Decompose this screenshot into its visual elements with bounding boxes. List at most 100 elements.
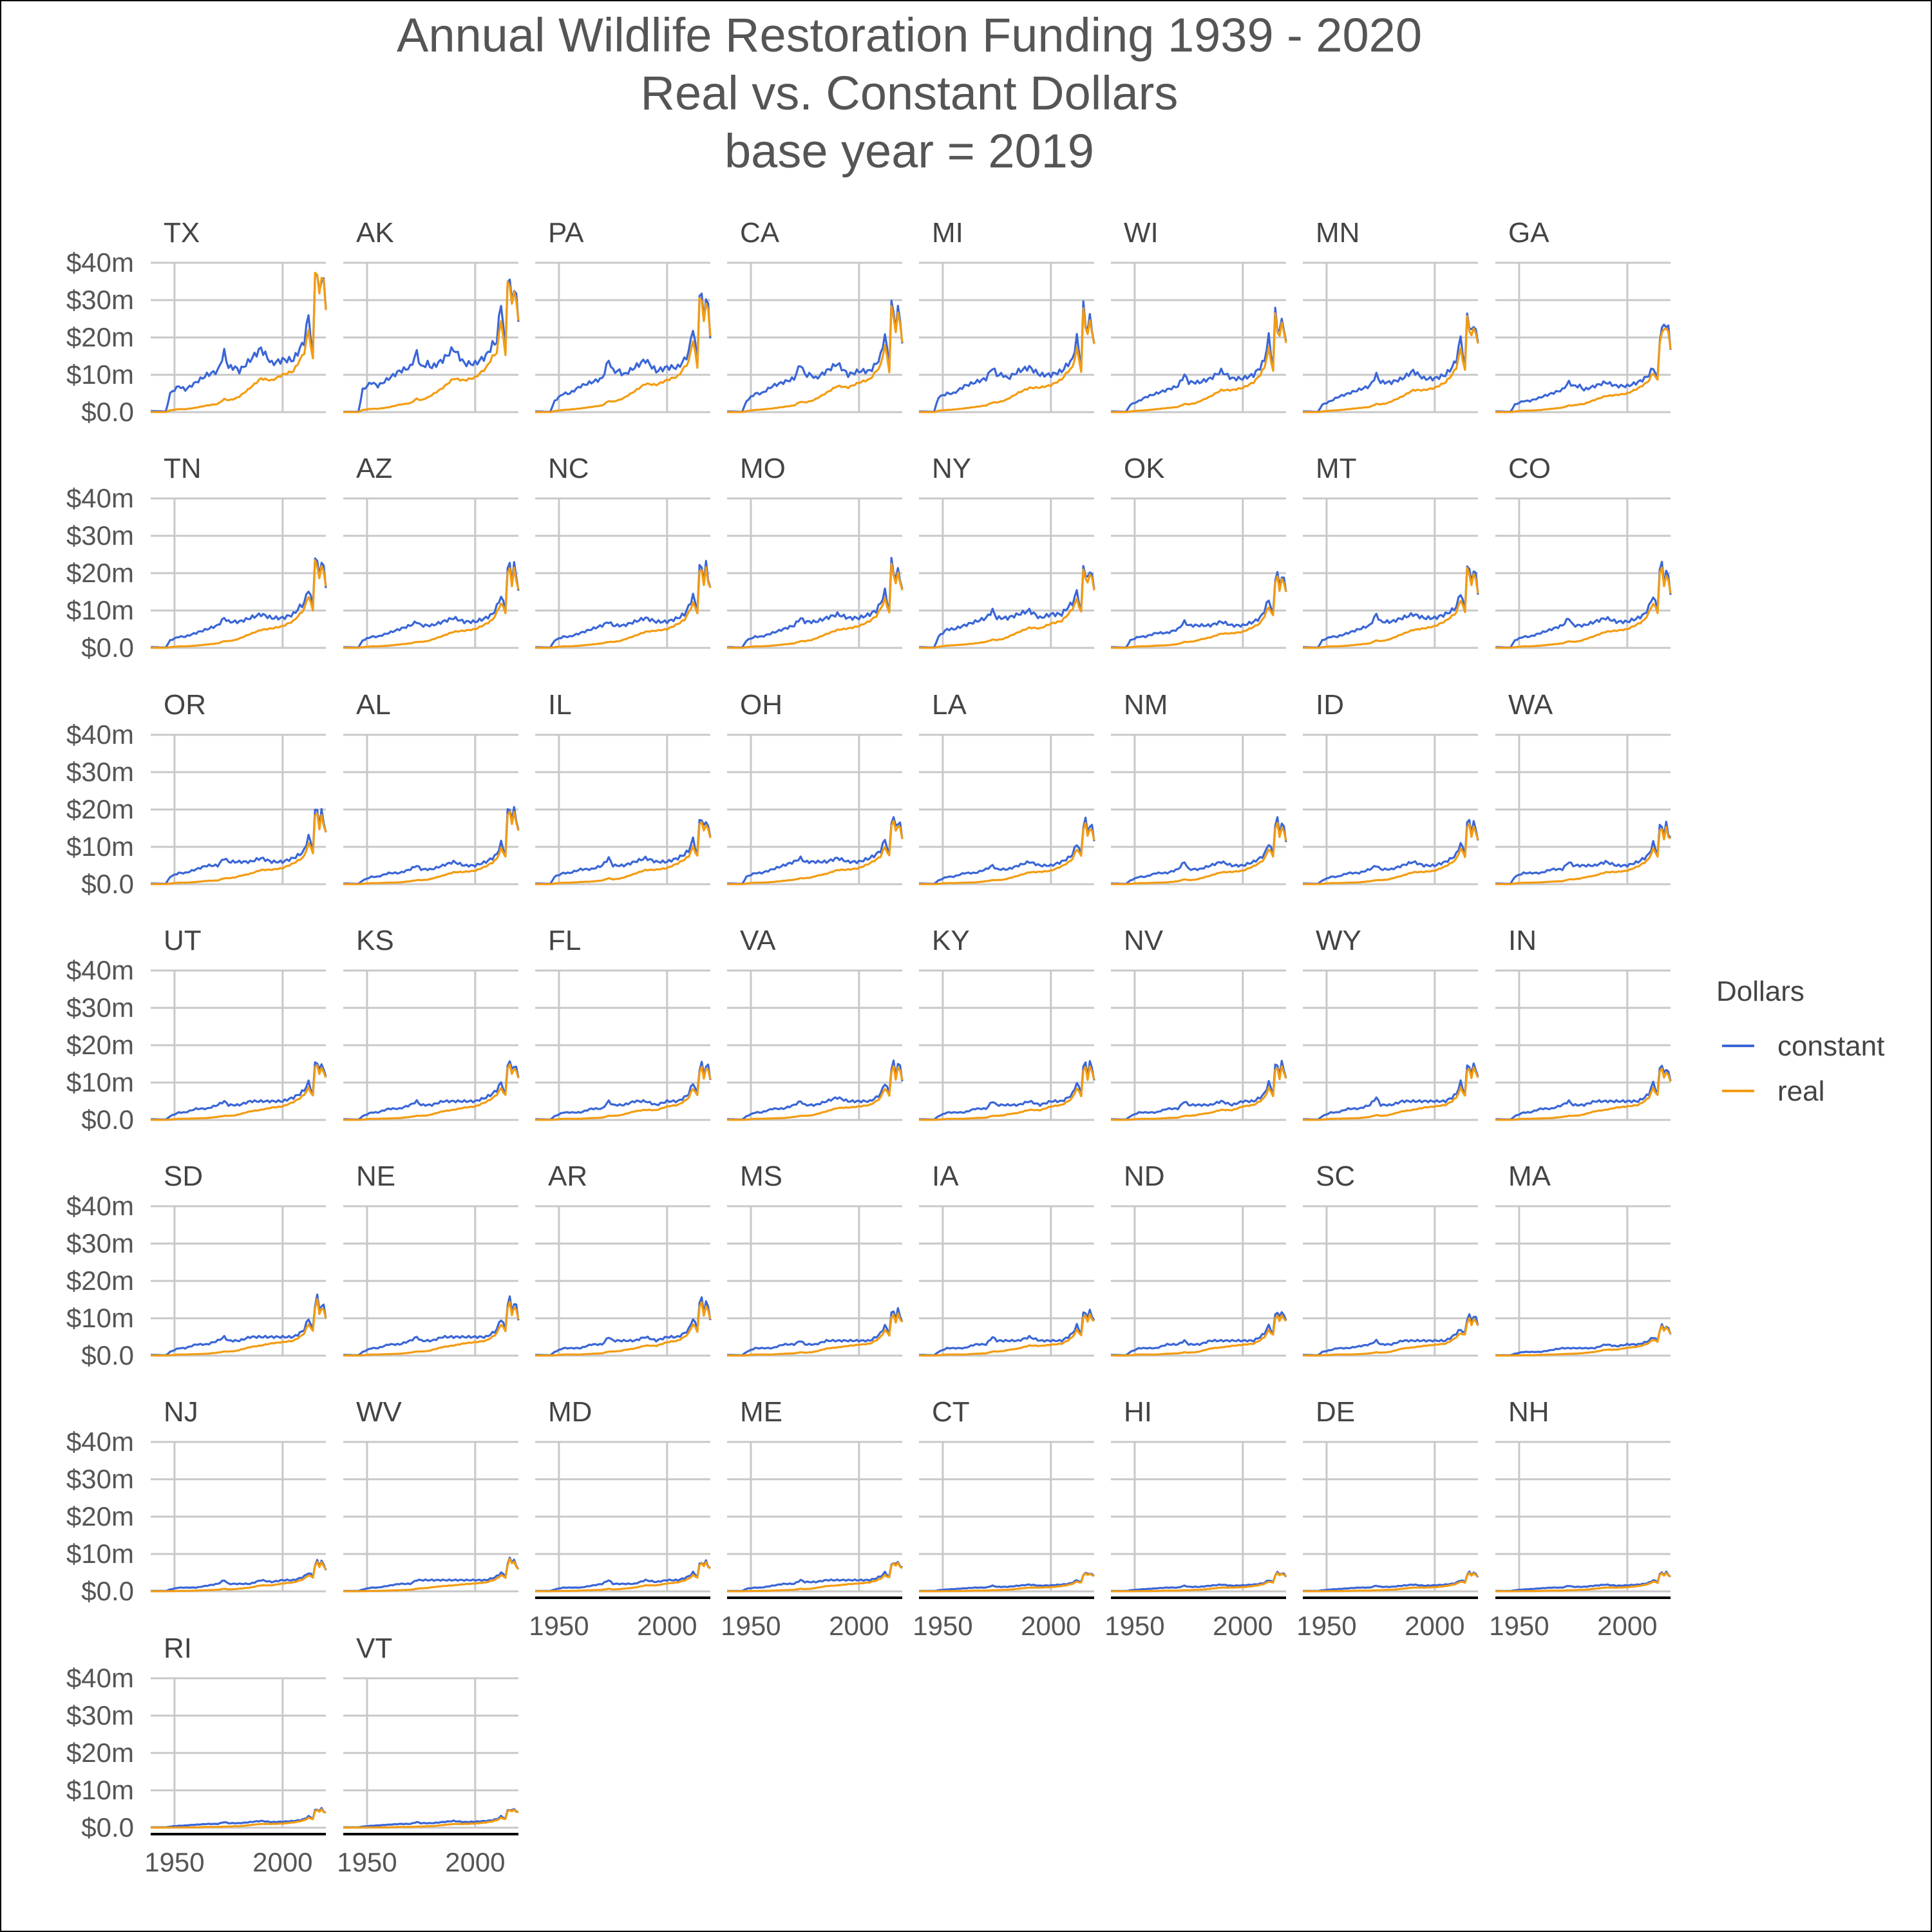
series-line-real <box>1495 1571 1671 1593</box>
series-line-constant <box>1495 1323 1672 1357</box>
panel-ia: IA <box>918 1160 1095 1357</box>
series-line-constant <box>918 1060 1095 1121</box>
y-tick-label: $0.0 <box>81 632 134 663</box>
series-line-constant <box>1111 307 1287 413</box>
series-line-real <box>1495 1067 1672 1121</box>
y-tick-label: $40m <box>66 483 134 513</box>
legend-label-constant: constant <box>1777 1030 1884 1062</box>
series-line-real <box>343 1300 520 1357</box>
panel-ma: MA <box>1495 1160 1672 1357</box>
series-line-real <box>1111 1314 1287 1357</box>
panel-il: IL <box>535 689 712 886</box>
series-line-constant <box>1495 323 1672 413</box>
series-line-constant <box>1302 819 1479 885</box>
series-line-constant <box>727 816 904 885</box>
panel-label: HI <box>1124 1396 1152 1428</box>
series-line-real <box>343 1557 520 1593</box>
series-line-real <box>343 1808 519 1829</box>
panel-label: MO <box>740 453 786 484</box>
y-tick-label: $40m <box>66 247 134 278</box>
series-line-real <box>727 819 904 886</box>
panel-in: IN <box>1495 925 1672 1121</box>
panel-sd: SD $0.0 $10m $20m $30m $40m <box>66 1160 327 1370</box>
panel-fl: FL <box>535 925 712 1121</box>
series-line-constant <box>150 557 327 649</box>
panel-label: VA <box>740 925 776 956</box>
x-tick-label: 2000 <box>829 1611 889 1641</box>
series-line-real <box>1111 312 1287 413</box>
panel-md: MD 1950 2000 <box>529 1396 711 1641</box>
y-tick-label: $0.0 <box>81 1576 134 1606</box>
panel-nh: NH 1950 2000 <box>1489 1396 1672 1641</box>
series-line-constant <box>150 274 327 413</box>
panel-la: LA <box>919 689 1095 886</box>
series-line-constant <box>343 278 520 413</box>
panel-mo: MO <box>726 453 904 649</box>
series-line-real <box>151 1560 327 1593</box>
chart-subtitle-base-year: base year = 2019 <box>724 124 1094 178</box>
panel-ny: NY <box>919 453 1095 649</box>
y-tick-label: $40m <box>66 1191 134 1221</box>
panel-label: AZ <box>356 453 392 484</box>
panel-label: IA <box>932 1160 959 1192</box>
panel-label: MT <box>1316 453 1357 484</box>
series-line-constant <box>535 292 712 413</box>
y-tick-label: $10m <box>66 1775 134 1805</box>
series-line-real <box>151 272 327 413</box>
series-line-constant <box>1303 1570 1479 1593</box>
y-tick-label: $10m <box>66 1303 134 1333</box>
panel-label: NJ <box>164 1396 198 1428</box>
panel-or: OR $0.0 $10m $20m $30m $40m <box>66 689 327 899</box>
series-line-constant <box>1302 1062 1479 1121</box>
series-line-constant <box>1495 820 1672 885</box>
series-line-constant <box>343 1295 520 1356</box>
series-line-constant <box>1111 1571 1287 1593</box>
panel-label: UT <box>164 925 202 956</box>
series-line-constant <box>1303 312 1479 413</box>
panel-wi: WI <box>1111 217 1287 413</box>
panel-label: ND <box>1124 1160 1165 1192</box>
y-tick-label: $0.0 <box>81 1812 134 1842</box>
series-line-real <box>151 559 327 649</box>
x-tick-label: 1950 <box>1296 1611 1356 1641</box>
series-line-constant <box>151 1061 327 1121</box>
y-tick-label: $40m <box>66 955 134 985</box>
panel-mn: MN <box>1303 217 1479 413</box>
panel-label: NY <box>932 453 971 484</box>
panel-label: IN <box>1508 925 1537 956</box>
series-line-real <box>343 566 520 649</box>
series-line-real <box>727 562 904 649</box>
y-tick-label: $0.0 <box>81 1340 134 1370</box>
y-tick-label: $30m <box>66 992 134 1023</box>
panel-label: MN <box>1316 217 1359 249</box>
series-line-constant <box>150 1806 327 1829</box>
series-line-real <box>919 1065 1095 1121</box>
panel-me: ME 1950 2000 <box>721 1396 903 1641</box>
series-line-real <box>1495 1325 1672 1357</box>
series-line-constant <box>726 299 904 413</box>
series-line-constant <box>343 1557 520 1593</box>
panel-ok: OK <box>1111 453 1287 649</box>
series-line-real <box>1303 1317 1479 1357</box>
series-line-real <box>535 297 712 413</box>
y-tick-label: $20m <box>66 1501 134 1531</box>
panel-label: CA <box>740 217 780 249</box>
series-line-real <box>343 280 520 413</box>
x-tick-label: 1950 <box>337 1847 397 1877</box>
panel-az: AZ <box>343 453 520 649</box>
series-line-constant <box>726 1059 904 1121</box>
panel-label: AK <box>356 217 394 249</box>
panel-label: NH <box>1508 1396 1549 1428</box>
panel-id: ID <box>1302 689 1479 886</box>
panel-ca: CA <box>726 217 904 413</box>
panel-label: RI <box>164 1633 192 1664</box>
y-tick-label: $30m <box>66 520 134 551</box>
series-line-real <box>727 1065 904 1121</box>
series-line-real <box>151 1298 327 1357</box>
y-tick-label: $10m <box>66 359 134 390</box>
series-line-constant <box>151 1293 327 1356</box>
series-line-real <box>535 1560 711 1593</box>
series-line-real <box>1111 822 1287 886</box>
panel-ne: NE <box>343 1160 520 1357</box>
series-line-constant <box>1110 816 1287 886</box>
